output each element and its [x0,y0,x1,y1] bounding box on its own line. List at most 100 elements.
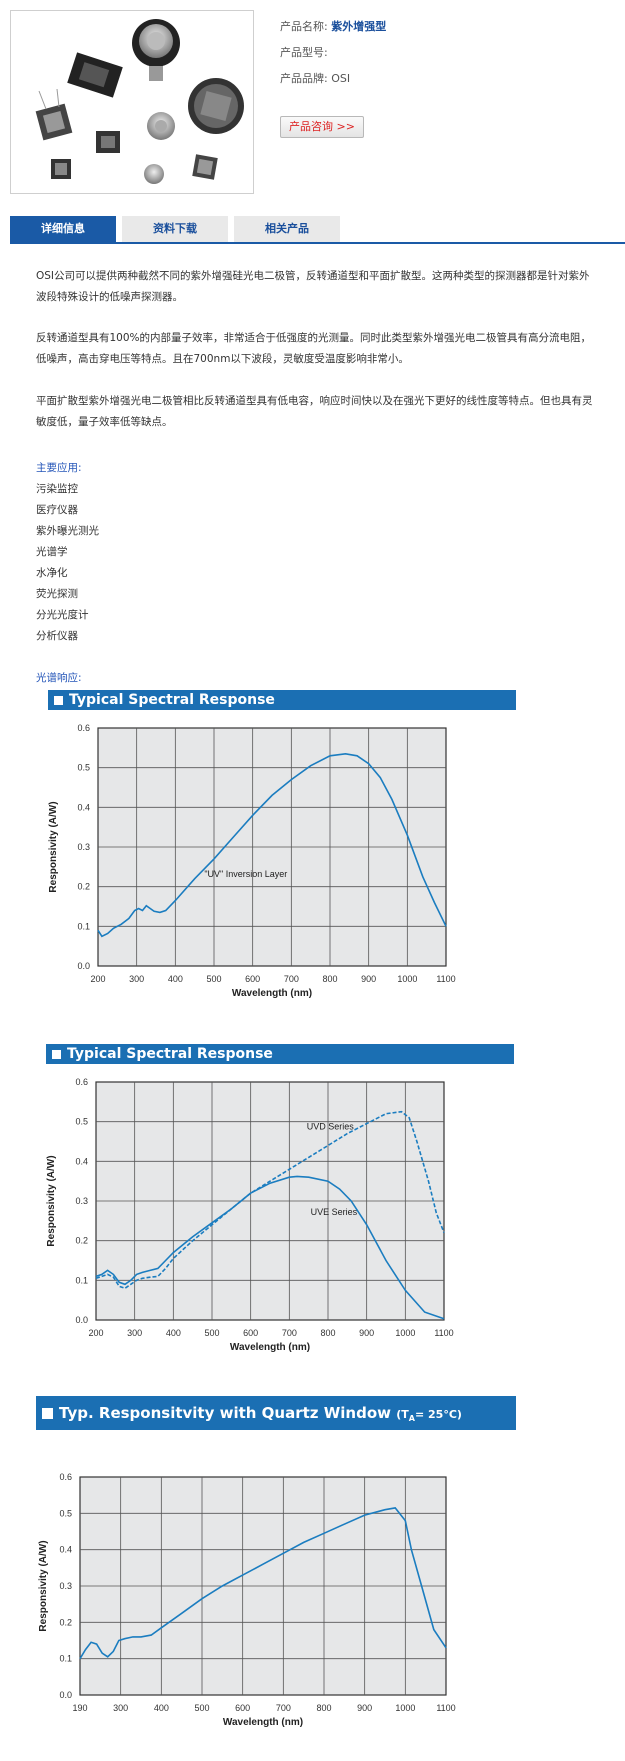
square-bullet-icon [54,695,63,705]
x-tick-label: 700 [276,1703,291,1713]
y-tick-label: 0.4 [59,1545,72,1555]
product-info: 产品名称: 紫外增强型 产品型号: 产品品牌: OSI [280,14,386,92]
x-tick-label: 300 [127,1328,142,1338]
product-brand-label: 产品品牌: [280,72,328,85]
x-tick-label: 1100 [436,1703,455,1713]
y-tick-label: 0.6 [77,723,90,733]
x-tick-label: 500 [204,1328,219,1338]
application-item: 医疗仪器 [36,504,78,516]
application-item: 分光光度计 [36,609,89,621]
chart-3-title-end: = 25°C) [414,1408,462,1421]
spectral-response-heading: 光谱响应: [36,672,82,684]
tab-related-products[interactable]: 相关产品 [234,216,340,242]
application-item: 紫外曝光测光 [36,525,99,537]
series-line-uve-series [95,1175,445,1320]
y-axis-label: Responsivity (A/W) [38,1540,49,1631]
description-paragraph-2: 反转通道型具有100%的内部量子效率，非常适合于低强度的光测量。同时此类型紫外增… [36,332,592,365]
y-tick-label: 0.3 [77,842,90,852]
x-tick-label: 600 [245,974,260,984]
product-model-row: 产品型号: [280,40,386,66]
product-photo [10,10,254,194]
chart-2: 200 300 400 500 600 700 800 900 1000 1100 0.0 0.1 0.… [46,1077,454,1353]
y-tick-label: 0.5 [75,1117,88,1127]
y-axis-label: Responsivity (A/W) [46,1155,57,1246]
y-tick-label: 0.2 [77,882,90,892]
x-tick-label: 1100 [436,974,455,984]
applications-heading: 主要应用: [36,462,82,474]
x-tick-label: 700 [282,1328,297,1338]
chart-annotation: "UV" Inversion Layer [204,869,287,879]
x-tick-label: 1100 [434,1328,453,1338]
y-axis-label: Responsivity (A/W) [48,801,59,892]
product-brand-row: 产品品牌: OSI [280,66,386,92]
y-tick-label: 0.3 [75,1196,88,1206]
y-tick-label: 0.1 [59,1654,72,1664]
y-tick-label: 0.0 [75,1315,88,1325]
chart-3-title-suffix: (T [396,1408,409,1421]
product-model-label: 产品型号: [280,46,328,59]
y-tick-label: 0.4 [77,802,90,812]
y-tick-label: 0.5 [59,1508,72,1518]
description-paragraph-1: OSI公司可以提供两种截然不同的紫外增强硅光电二极管，反转通道型和平面扩散型。这… [36,270,590,303]
x-axis-label: Wavelength (nm) [232,988,312,999]
x-tick-label: 500 [206,974,221,984]
chart-3-title-sub: A [408,1414,415,1424]
series-line [79,1507,447,1660]
x-tick-label: 300 [129,974,144,984]
application-item: 污染监控 [36,483,78,495]
y-tick-label: 0.2 [59,1617,72,1627]
chart-3: 190 300 400 500 600 700 800 900 1000 1100 0.0 0.1 0.… [38,1472,456,1728]
description-paragraph-3: 平面扩散型紫外增强光电二极管相比反转通道型具有低电容，响应时间快以及在强光下更好… [36,395,593,428]
series-label-uve: UVE Series [311,1207,358,1217]
detail-tabs: 详细信息 资料下载 相关产品 [10,216,625,244]
square-bullet-icon [52,1049,61,1059]
x-tick-label: 400 [166,1328,181,1338]
chart-1-title: Typical Spectral Response [69,692,275,708]
chart-1: 200 300 400 500 600 700 800 900 1000 1100 0.0 0.1 0.… [48,723,456,999]
chart-3-title-condition: (TA= 25°C) [396,1408,462,1424]
x-tick-label: 700 [284,974,299,984]
chart-2-banner: Typical Spectral Response [46,1044,514,1064]
x-tick-label: 1000 [397,974,417,984]
tab-downloads[interactable]: 资料下载 [122,216,228,242]
series-line-uvd-series [95,1110,445,1290]
x-tick-label: 800 [316,1703,331,1713]
x-axis-label: Wavelength (nm) [230,1342,310,1353]
x-tick-label: 900 [357,1703,372,1713]
y-tick-label: 0.0 [77,961,90,971]
x-tick-label: 200 [90,974,105,984]
chart-1-banner: Typical Spectral Response [48,690,516,710]
x-tick-label: 200 [88,1328,103,1338]
product-name-value: 紫外增强型 [331,20,387,33]
y-tick-label: 0.6 [75,1077,88,1087]
tab-details[interactable]: 详细信息 [10,216,116,242]
x-tick-label: 900 [361,974,376,984]
x-tick-label: 400 [154,1703,169,1713]
x-tick-label: 800 [320,1328,335,1338]
application-item: 光谱学 [36,546,68,558]
product-brand-value: OSI [331,72,351,85]
x-tick-label: 600 [235,1703,250,1713]
x-tick-label: 900 [359,1328,374,1338]
y-tick-label: 0.3 [59,1581,72,1591]
product-consult-button[interactable]: 产品咨询 >> [280,116,364,138]
application-item: 分析仪器 [36,630,78,642]
y-tick-label: 0.1 [77,921,90,931]
x-tick-label: 1000 [395,1328,415,1338]
chart-3-title: Typ. Responsitvity with Quartz Window [59,1404,391,1422]
x-tick-label: 500 [194,1703,209,1713]
x-tick-label: 800 [322,974,337,984]
series-label-uvd: UVD Series [307,1122,355,1132]
x-tick-label: 1000 [395,1703,415,1713]
product-name-row: 产品名称: 紫外增强型 [280,14,386,40]
y-tick-label: 0.4 [75,1156,88,1166]
x-tick-label: 300 [113,1703,128,1713]
x-tick-label: 600 [243,1328,258,1338]
x-axis-label: Wavelength (nm) [223,1717,303,1728]
chart-2-title: Typical Spectral Response [67,1046,273,1062]
application-item: 水净化 [36,567,68,579]
x-tick-label: 190 [72,1703,87,1713]
series-line [97,752,447,938]
product-name-label: 产品名称: [280,20,328,33]
application-item: 荧光探测 [36,588,78,600]
